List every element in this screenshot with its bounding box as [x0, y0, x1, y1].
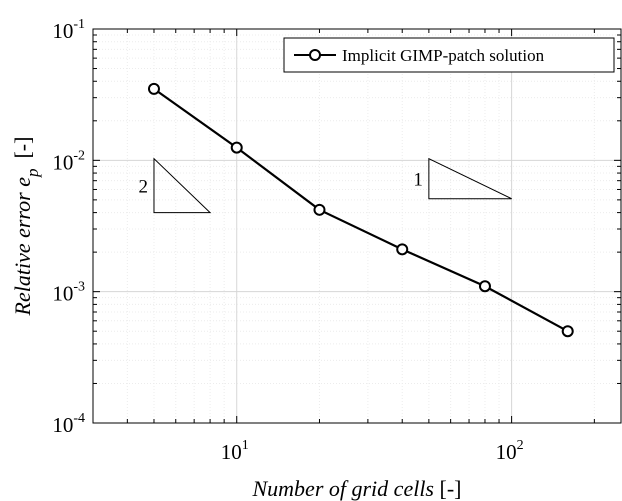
y-tick-label-base: 10	[52, 413, 73, 437]
slope-triangle	[153, 157, 212, 214]
data-point	[147, 82, 160, 95]
y-tick-label: 10-1	[52, 17, 85, 43]
y-tick-label: 10-2	[52, 148, 85, 174]
series-line	[153, 87, 569, 333]
y-tick-label-base: 10	[52, 19, 73, 43]
x-axis-label-unit: [-]	[440, 476, 462, 501]
data-point	[561, 325, 574, 338]
series-layer	[147, 82, 574, 338]
legend-box	[283, 37, 615, 73]
x-tick-label-base: 10	[221, 440, 242, 464]
y-axis-label-unit: [-]	[10, 137, 35, 159]
x-tick-label: 102	[496, 438, 524, 464]
y-tick-label-exponent: -4	[73, 411, 85, 426]
x-axis-label-text: Number of grid cells	[252, 476, 435, 501]
data-point	[230, 141, 243, 154]
data-point	[396, 243, 409, 256]
y-tick-label-exponent: -2	[73, 148, 85, 163]
y-tick-label-base: 10	[52, 150, 73, 174]
legend: Implicit GIMP-patch solution	[283, 37, 615, 73]
slope-triangle-label: 2	[138, 177, 148, 198]
y-axis-label-text: Relative error	[10, 192, 35, 317]
y-axis-label: Relative error ep [-]	[10, 137, 42, 317]
data-point	[478, 280, 491, 293]
data-point	[313, 203, 326, 216]
x-tick-label-base: 10	[496, 440, 517, 464]
x-tick-label-exponent: 2	[517, 438, 524, 453]
legend-series-marker	[309, 49, 321, 61]
plot-frame	[92, 28, 622, 424]
legend-entry-label: Implicit GIMP-patch solution	[342, 46, 545, 65]
y-axis-label-subscript: p	[23, 169, 42, 179]
y-tick-label: 10-3	[52, 280, 85, 306]
y-tick-label: 10-4	[52, 411, 85, 437]
x-tick-label-exponent: 1	[242, 438, 249, 453]
grid-layer	[92, 28, 621, 424]
y-tick-label-exponent: -3	[73, 280, 85, 295]
slope-triangle-label: 1	[413, 170, 423, 191]
y-tick-label-exponent: -1	[73, 17, 85, 32]
x-tick-label: 101	[221, 438, 249, 464]
x-axis-label: Number of grid cells [-]	[252, 476, 462, 501]
y-tick-label-base: 10	[52, 282, 73, 306]
y-axis-label-symbol: e	[10, 177, 35, 187]
slope-triangle	[428, 157, 512, 200]
